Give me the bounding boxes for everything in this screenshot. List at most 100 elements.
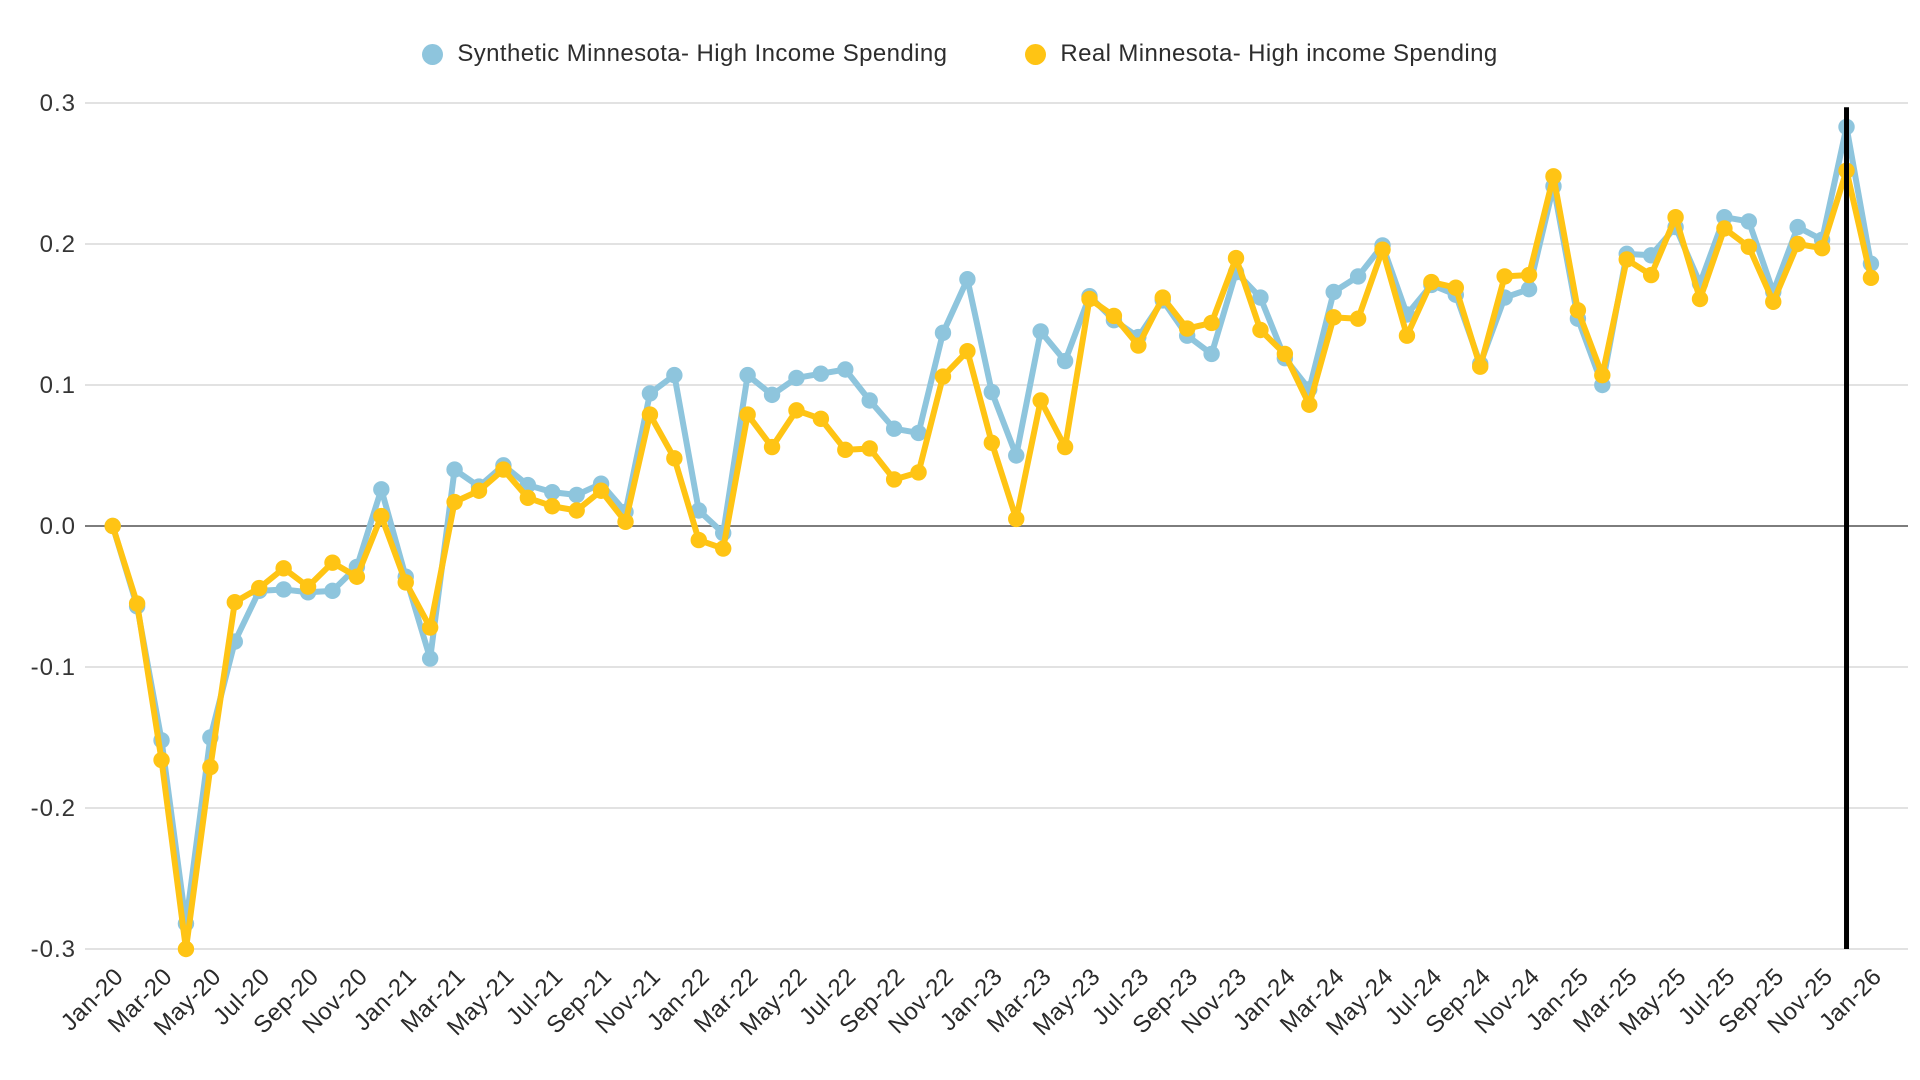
y-tick-label: 0.0 [40,513,76,540]
data-point-real [1032,392,1049,409]
data-point-synthetic [861,392,878,409]
data-point-real [861,440,878,457]
data-point-real [128,595,146,612]
data-point-synthetic [421,650,439,667]
data-point-real [1667,209,1684,226]
data-point-real [812,410,830,428]
data-point-real [1496,268,1513,285]
data-point-real [739,406,756,423]
data-point-real [1325,309,1342,326]
data-point-real [202,758,219,776]
data-point-real [226,593,243,611]
data-point-real [1252,321,1269,339]
data-point-real [837,441,854,459]
data-point-synthetic [446,461,463,478]
data-point-synthetic [1740,213,1758,230]
data-point-synthetic [763,386,781,404]
data-point-real [1081,290,1098,308]
data-point-synthetic [275,581,292,598]
data-point-real [421,619,439,636]
data-point-synthetic [910,424,927,442]
data-point-synthetic [1008,447,1025,464]
data-point-real [1691,290,1709,308]
data-point-synthetic [544,483,561,501]
data-point-synthetic [1032,323,1049,340]
data-point-real [959,342,976,360]
legend-swatch-synthetic-icon [422,43,444,65]
y-tick-label: -0.2 [31,795,76,822]
data-point-synthetic [788,369,805,387]
data-point-real [1618,251,1635,268]
data-point-real [788,402,805,419]
data-point-real [1203,314,1220,332]
y-tick-label: 0.2 [40,231,76,258]
data-point-real [348,568,366,585]
data-point-synthetic [1349,268,1367,285]
legend-item-real: Real Minnesota- High income Spending [1025,40,1497,68]
data-point-real [1178,320,1196,337]
data-point-real [1008,510,1025,528]
data-point-synthetic [837,361,854,378]
data-point-synthetic [373,481,390,498]
data-point-real [1301,396,1318,413]
y-tick-label: -0.1 [31,654,76,681]
y-tick-label: 0.1 [40,372,76,399]
legend-label-real: Real Minnesota- High income Spending [1060,40,1498,67]
data-point-real [983,434,1001,452]
data-point-real [1056,438,1074,456]
data-point-real [1423,273,1440,291]
data-point-real [104,517,121,535]
data-point-real [1740,238,1758,256]
data-point-synthetic [324,582,341,600]
data-point-real [1642,266,1660,284]
data-point-real [934,368,952,385]
data-point-real [373,507,390,525]
data-point-real [1472,358,1489,375]
data-point-real [1716,220,1733,237]
data-point-synthetic [885,420,903,437]
data-point-real [1447,279,1465,296]
data-point-synthetic [959,271,976,288]
legend-swatch-real-icon [1025,43,1047,65]
data-point-synthetic [983,383,1001,401]
data-point-real [763,438,781,456]
legend: Synthetic Minnesota- High Income Spendin… [0,40,1920,68]
data-point-real [275,560,292,577]
data-point-real [1349,310,1367,327]
data-point-synthetic [739,366,756,384]
data-point-real [495,461,512,478]
data-point-real [1862,269,1880,287]
data-point-real [1765,293,1782,311]
data-point-real [1227,249,1245,267]
data-point-real [715,540,732,557]
data-point-real [177,940,195,958]
data-point-synthetic [1203,345,1220,363]
data-point-real [885,471,903,488]
data-point-synthetic [666,366,683,384]
data-point-synthetic [934,324,952,342]
legend-item-synthetic: Synthetic Minnesota- High Income Spendin… [422,40,947,68]
data-point-real [153,751,170,769]
data-point-real [1594,366,1611,384]
data-point-real [592,482,610,499]
data-point-real [617,513,634,530]
data-point-synthetic [1716,209,1733,226]
data-point-real [1813,240,1831,257]
y-tick-label: -0.3 [31,936,76,963]
data-point-synthetic [1252,289,1269,306]
legend-label-synthetic: Synthetic Minnesota- High Income Spendin… [457,40,948,67]
data-point-real [251,579,268,597]
data-point-synthetic [1789,218,1806,236]
data-point-real [1276,345,1294,363]
y-tick-label: 0.3 [40,90,76,117]
data-point-real [910,464,927,481]
data-point-synthetic [1056,352,1074,370]
data-point-real [1789,235,1806,253]
data-point-real [299,578,317,595]
data-point-real [1105,307,1123,325]
data-point-real [568,502,585,519]
data-point-synthetic [690,502,707,519]
data-point-real [1374,241,1391,258]
